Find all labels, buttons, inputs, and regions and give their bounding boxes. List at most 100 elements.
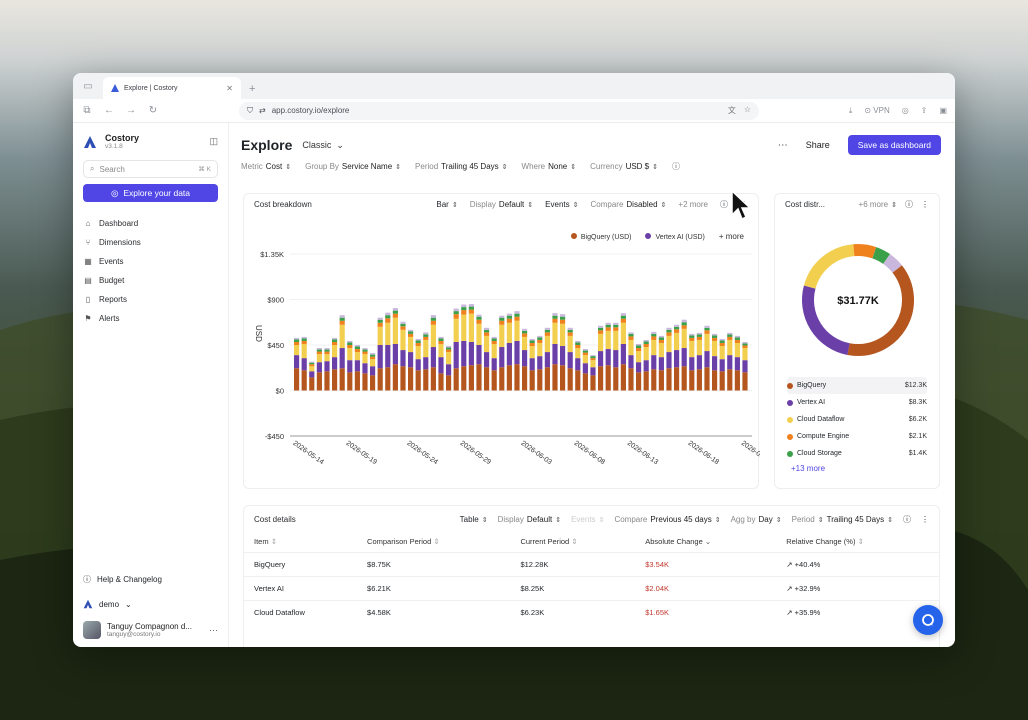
bar-segment[interactable]	[294, 345, 300, 356]
bar-segment[interactable]	[415, 338, 421, 341]
bar-segment[interactable]	[552, 318, 558, 323]
bar-segment[interactable]	[742, 372, 748, 391]
bar-segment[interactable]	[438, 338, 444, 341]
bar-segment[interactable]	[529, 358, 535, 371]
explore-data-button[interactable]: ◎ Explore your data	[83, 184, 218, 202]
bar-segment[interactable]	[590, 356, 596, 359]
bar-segment[interactable]	[415, 342, 421, 347]
bar-segment[interactable]	[362, 351, 368, 355]
back-icon[interactable]: ←	[104, 105, 114, 116]
bar-segment[interactable]	[347, 360, 353, 373]
bar-segment[interactable]	[529, 340, 535, 343]
bar-segment[interactable]	[742, 345, 748, 349]
bar-segment[interactable]	[491, 370, 497, 391]
bar-segment[interactable]	[575, 358, 581, 371]
bar-segment[interactable]	[506, 315, 512, 319]
bar-segment[interactable]	[727, 355, 733, 370]
bar-segment[interactable]	[415, 346, 421, 360]
bar-segment[interactable]	[681, 322, 687, 326]
bar-segment[interactable]	[567, 352, 573, 369]
bar-segment[interactable]	[636, 343, 642, 346]
bar-segment[interactable]	[362, 354, 368, 364]
bar-segment[interactable]	[719, 371, 725, 391]
bar-segment[interactable]	[301, 336, 307, 339]
bar-segment[interactable]	[560, 316, 566, 320]
bar-segment[interactable]	[514, 364, 520, 391]
bar-segment[interactable]	[438, 336, 444, 339]
forward-icon[interactable]: →	[126, 105, 136, 116]
bar-segment[interactable]	[309, 371, 315, 378]
bar-segment[interactable]	[727, 369, 733, 391]
bar-segment[interactable]	[552, 315, 558, 319]
bar-segment[interactable]	[354, 352, 360, 361]
bar-segment[interactable]	[666, 327, 672, 330]
bar-segment[interactable]	[605, 327, 611, 331]
bar-segment[interactable]	[461, 340, 467, 367]
profile-icon[interactable]: ◎	[901, 106, 909, 115]
bar-segment[interactable]	[696, 334, 702, 337]
chart-type-select[interactable]: Bar ⇕	[436, 200, 457, 209]
bar-segment[interactable]	[392, 308, 398, 311]
bar-segment[interactable]	[529, 342, 535, 347]
bar-segment[interactable]	[651, 355, 657, 370]
bar-segment[interactable]	[354, 371, 360, 391]
bar-segment[interactable]	[582, 352, 588, 356]
bar-segment[interactable]	[620, 315, 626, 319]
bar-segment[interactable]	[552, 343, 558, 365]
share-page-icon[interactable]: ⇪	[920, 106, 928, 115]
bar-segment[interactable]	[339, 348, 345, 369]
bar-segment[interactable]	[544, 327, 550, 330]
info-icon[interactable]: ⓘ	[903, 514, 911, 524]
bar-segment[interactable]	[598, 351, 604, 367]
browser-tab-active[interactable]: Explore | Costory ✕	[103, 77, 241, 99]
bar-segment[interactable]	[423, 357, 429, 370]
bar-segment[interactable]	[484, 352, 490, 368]
bar-segment[interactable]	[316, 362, 322, 373]
bar-segment[interactable]	[324, 351, 330, 355]
bar-segment[interactable]	[620, 322, 626, 344]
bar-segment[interactable]	[362, 363, 368, 374]
bar-segment[interactable]	[370, 359, 376, 367]
bar-segment[interactable]	[332, 339, 338, 342]
legend-more-button[interactable]: + more	[718, 232, 744, 241]
chat-support-button[interactable]	[913, 605, 943, 635]
bar-segment[interactable]	[400, 326, 406, 330]
bar-segment[interactable]	[392, 364, 398, 391]
bar-segment[interactable]	[491, 336, 497, 339]
bar-segment[interactable]	[430, 320, 436, 325]
bar-segment[interactable]	[339, 320, 345, 325]
bar-segment[interactable]	[658, 357, 664, 371]
bar-segment[interactable]	[324, 354, 330, 362]
bar-segment[interactable]	[560, 346, 566, 366]
bar-segment[interactable]	[719, 346, 725, 360]
donut-slice[interactable]	[872, 247, 891, 265]
bar-segment[interactable]	[316, 349, 322, 352]
bar-segment[interactable]	[316, 348, 322, 350]
bar-segment[interactable]	[430, 347, 436, 368]
search-input[interactable]: ⌕ Search ⌘ K	[83, 160, 218, 178]
info-icon[interactable]: ⓘ	[672, 162, 680, 171]
bar-segment[interactable]	[324, 348, 330, 350]
bar-segment[interactable]	[408, 352, 414, 368]
bar-segment[interactable]	[347, 340, 353, 343]
bar-segment[interactable]	[476, 364, 482, 391]
period-select[interactable]: Period ⇕ Trailing 45 Days ⇕	[792, 515, 893, 524]
bar-segment[interactable]	[544, 352, 550, 368]
bar-segment[interactable]	[385, 322, 391, 345]
bar-segment[interactable]	[499, 317, 505, 321]
bar-segment[interactable]	[575, 370, 581, 391]
bar-segment[interactable]	[423, 334, 429, 337]
bar-segment[interactable]	[377, 322, 383, 327]
bar-segment[interactable]	[628, 355, 634, 369]
bar-segment[interactable]	[719, 338, 725, 341]
bar-segment[interactable]	[537, 342, 543, 357]
bar-segment[interactable]	[598, 327, 604, 331]
bar-segment[interactable]	[544, 329, 550, 333]
bar-segment[interactable]	[499, 320, 505, 325]
bar-segment[interactable]	[484, 367, 490, 391]
bar-segment[interactable]	[689, 340, 695, 358]
bar-segment[interactable]	[628, 368, 634, 391]
bar-segment[interactable]	[491, 338, 497, 341]
bar-segment[interactable]	[575, 342, 581, 345]
agg-select[interactable]: Agg by Day ⇕	[731, 515, 782, 524]
